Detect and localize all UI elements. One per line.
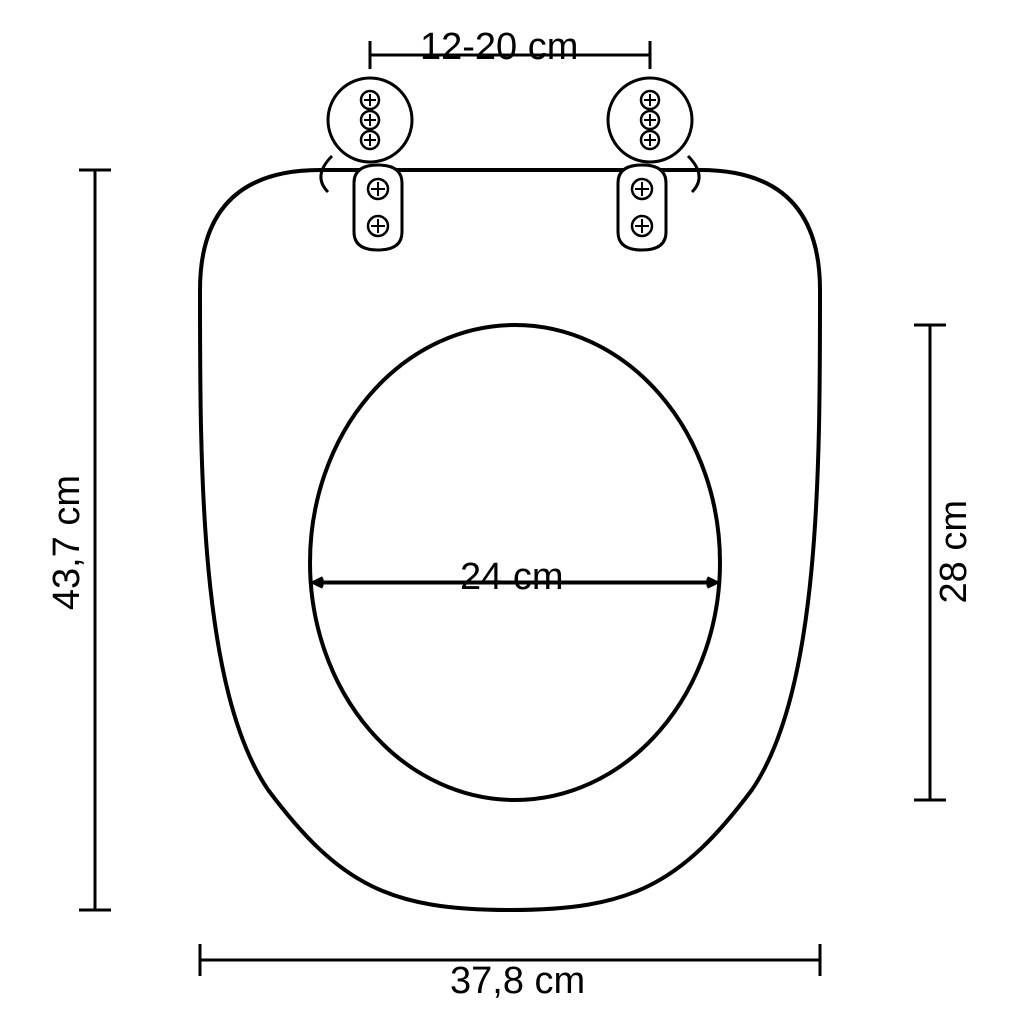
label-outer-width: 37,8 cm	[450, 962, 585, 1000]
label-outer-height: 43,7 cm	[48, 475, 86, 610]
diagram-svg	[0, 0, 1024, 1024]
hinge-lever	[688, 156, 699, 192]
hinge-lever	[321, 156, 332, 192]
label-hinge-spacing: 12-20 cm	[420, 28, 578, 66]
label-inner-height: 28 cm	[935, 500, 973, 603]
label-inner-width: 24 cm	[460, 558, 563, 596]
diagram-canvas: 12-20 cm 43,7 cm 28 cm 24 cm 37,8 cm	[0, 0, 1024, 1024]
